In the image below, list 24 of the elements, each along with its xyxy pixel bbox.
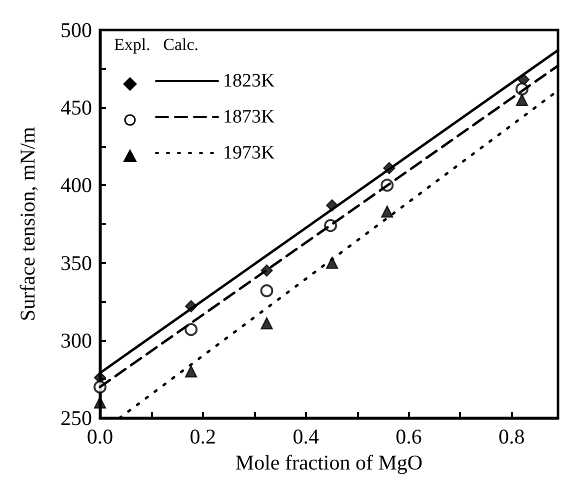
y-tick-label: 500 [60,18,92,42]
y-axis-title: Surface tension, mN/m [16,126,40,322]
y-tick-label: 300 [60,328,92,352]
point [94,396,106,409]
point [260,317,273,330]
point [184,323,198,336]
y-tick-label: 450 [60,96,92,120]
x-axis-title: Mole fraction of MgO [235,450,423,474]
x-tick-label: 0.6 [396,424,422,448]
legend-label: 1973K [223,142,275,164]
x-tick-label: 0.2 [190,424,216,448]
y-tick-label: 350 [60,250,92,275]
x-tick-label: 0.4 [292,424,320,448]
point [326,256,338,269]
point [516,94,528,106]
legend-title: Expl. Calc. [114,35,199,54]
point [260,264,273,277]
point [260,284,274,298]
legend-label: 1873K [223,106,275,128]
x-tick-label: 0.8 [498,424,525,448]
point [184,365,198,378]
y-tick-label: 400 [60,173,92,198]
legend-label: 1823K [223,70,275,92]
point [381,205,394,218]
